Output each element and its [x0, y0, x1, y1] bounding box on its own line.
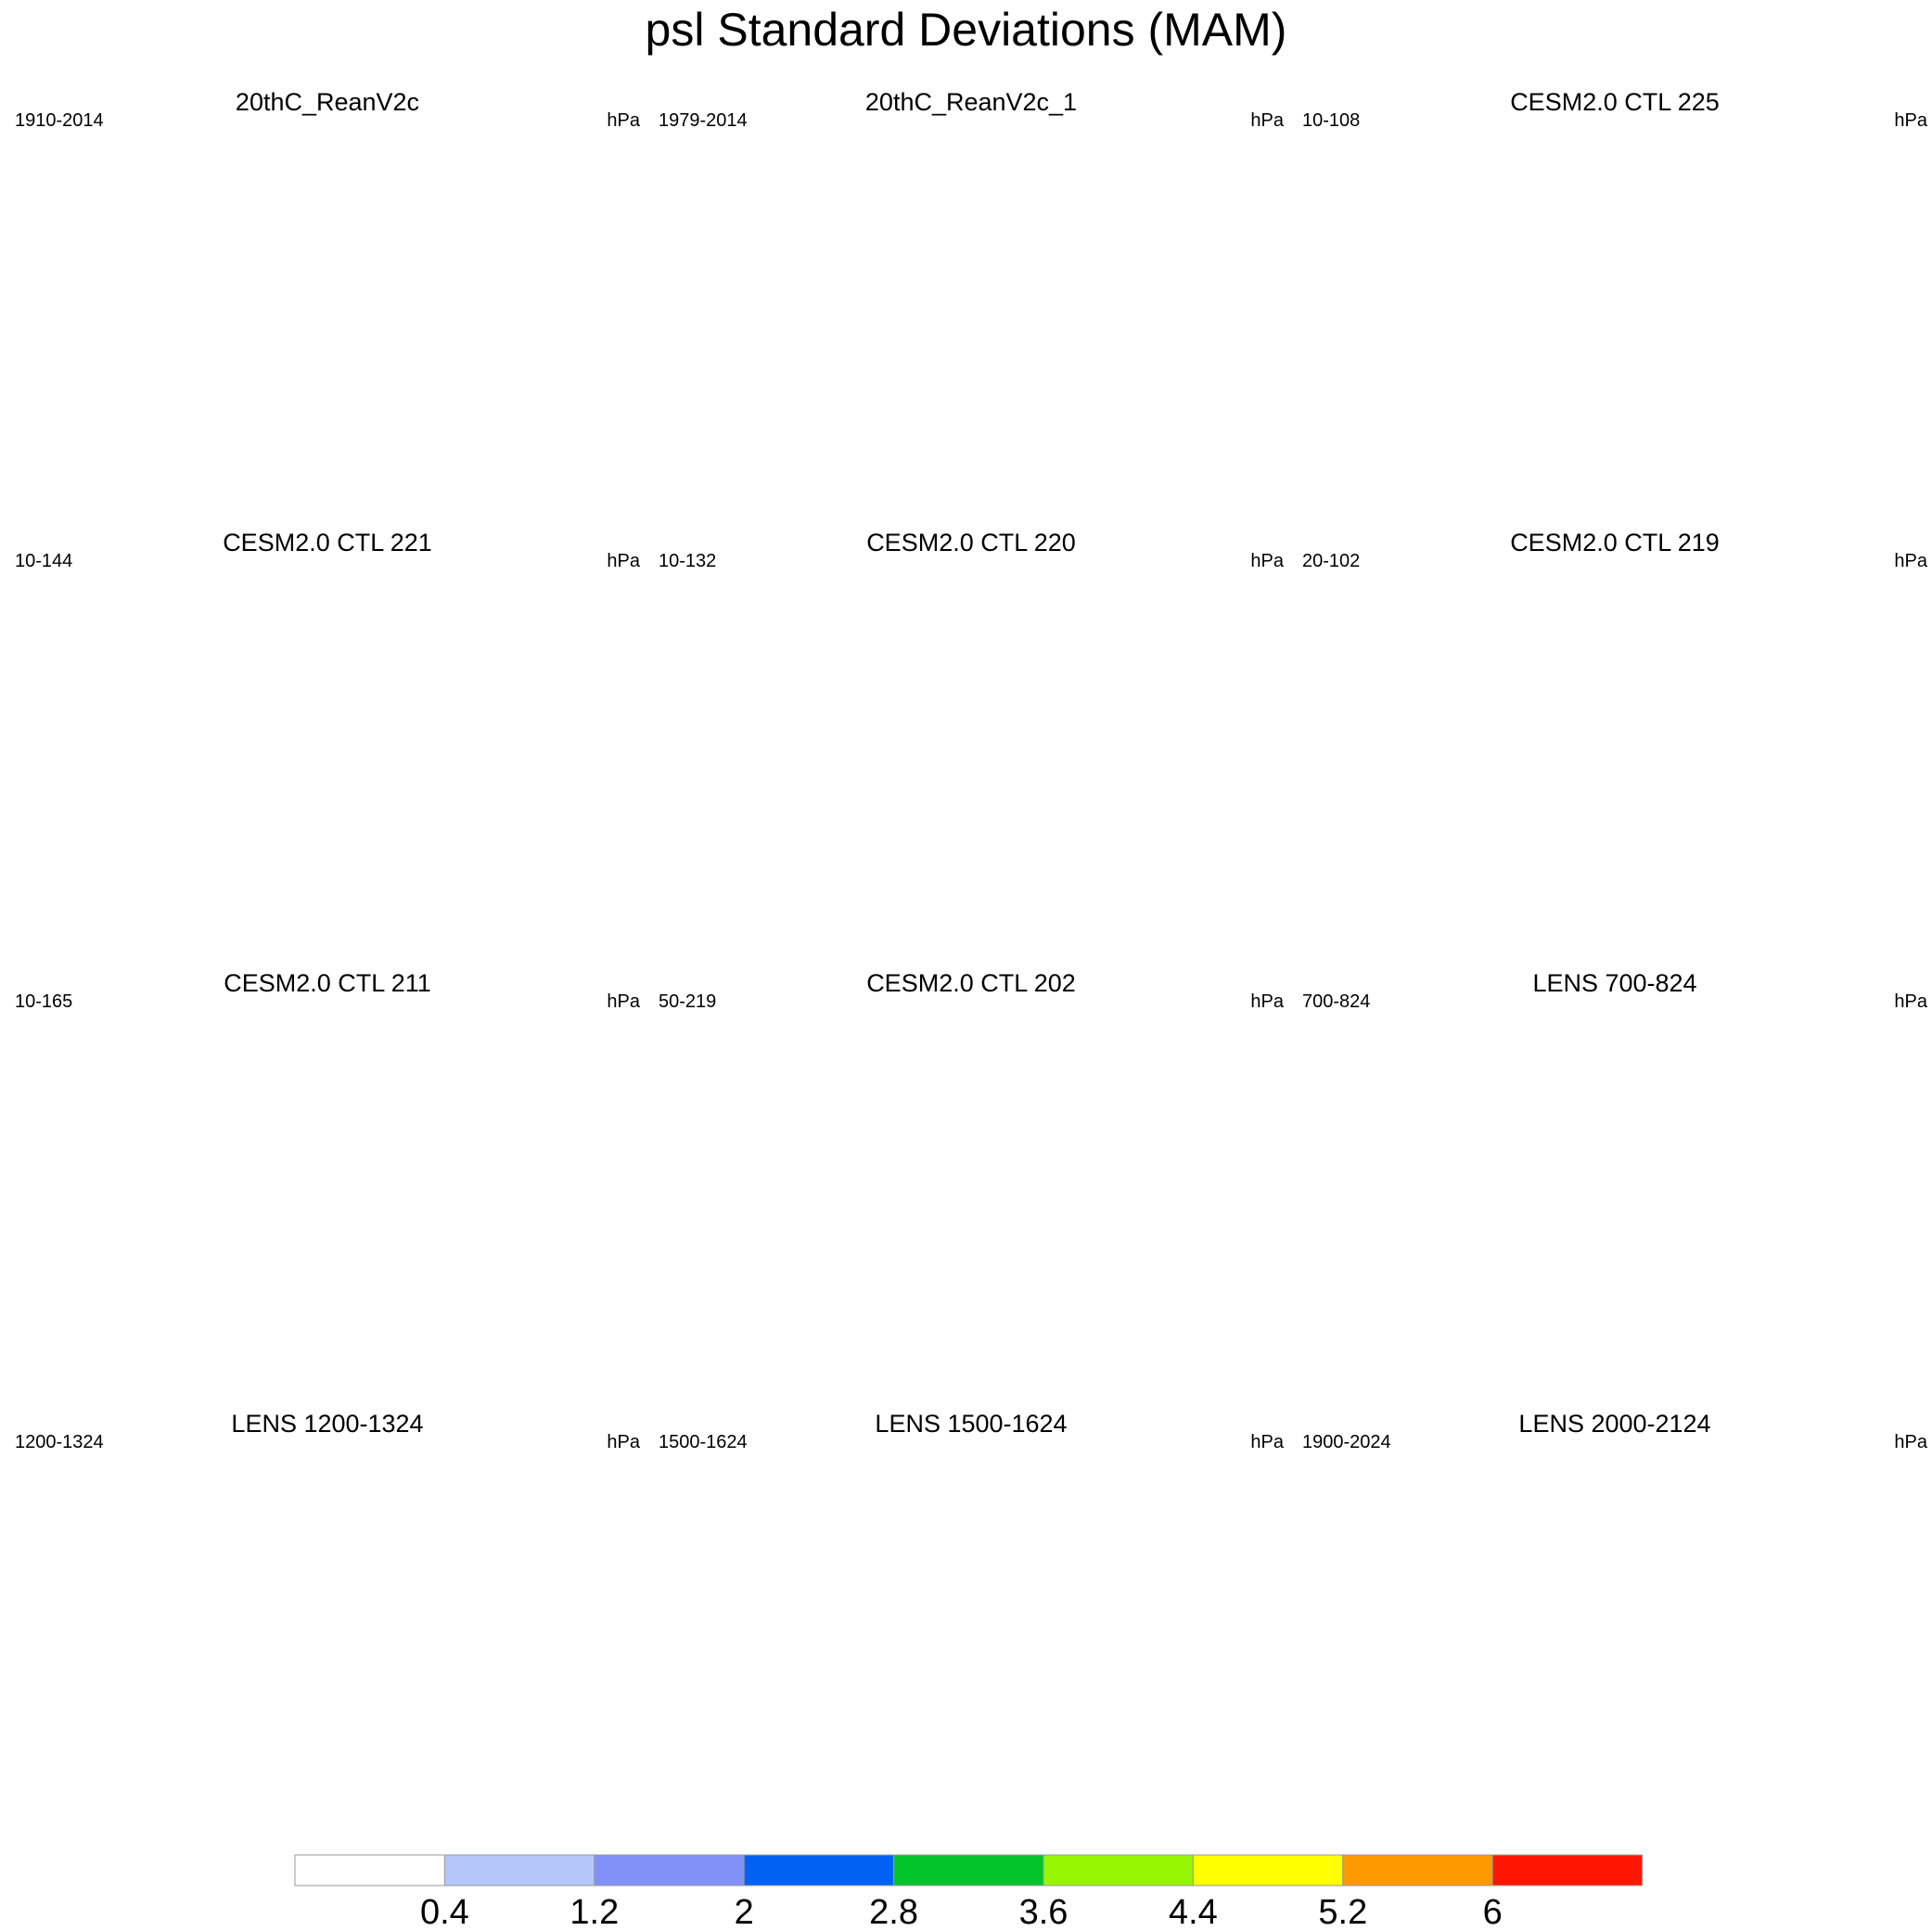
- panel-units: hPa: [607, 110, 640, 131]
- panel-units: hPa: [1250, 110, 1284, 131]
- panel-years: 10-108: [1302, 110, 1361, 131]
- panel-years: 1910-2014: [15, 110, 104, 131]
- colorbar-label: 2.8: [869, 1893, 918, 1931]
- colorbar-swatch: [594, 1854, 745, 1886]
- panel-units: hPa: [1894, 110, 1927, 131]
- map-panel: CESM2.0 CTL 220 10-132 hPa: [651, 529, 1291, 937]
- panel-title: LENS 1200-1324: [231, 1410, 424, 1438]
- panel-title: CESM2.0 CTL 219: [1510, 529, 1720, 556]
- colorbar-label: 3.6: [1019, 1893, 1068, 1931]
- panel-years: 1979-2014: [659, 110, 748, 131]
- panel-years: 1500-1624: [659, 1432, 748, 1452]
- colorbar-label: 4.4: [1169, 1893, 1218, 1931]
- panel-years: 10-165: [15, 991, 73, 1012]
- colorbar-label: 2: [735, 1893, 754, 1931]
- colorbar-label: 0.4: [420, 1893, 469, 1931]
- panel-years: 20-102: [1302, 551, 1361, 571]
- panel-title: LENS 700-824: [1532, 969, 1697, 997]
- colorbar-swatch: [743, 1854, 895, 1886]
- map-panel: CESM2.0 CTL 225 10-108 hPa: [1295, 88, 1932, 496]
- colorbar-label: 1.2: [569, 1893, 619, 1931]
- panel-units: hPa: [607, 551, 640, 571]
- panel-units: hPa: [1894, 1432, 1927, 1452]
- colorbar-label: 6: [1483, 1893, 1503, 1931]
- colorbar-swatch: [1342, 1854, 1493, 1886]
- map-panel: CESM2.0 CTL 219 20-102 hPa: [1295, 529, 1932, 937]
- map-panel: 20thC_ReanV2c 1910-2014 hPa: [7, 88, 647, 496]
- panel-units: hPa: [607, 1432, 640, 1452]
- panel-units: hPa: [1894, 551, 1927, 571]
- panel-title: 20thC_ReanV2c_1: [864, 88, 1078, 116]
- colorbar-swatch: [1043, 1854, 1194, 1886]
- colorbar-swatch: [294, 1854, 445, 1886]
- colorbar-label: 5.2: [1318, 1893, 1367, 1931]
- panel-units: hPa: [1894, 991, 1927, 1012]
- colorbar-swatch: [443, 1854, 595, 1886]
- panel-units: hPa: [1250, 1432, 1284, 1452]
- panel-title: CESM2.0 CTL 211: [224, 969, 431, 997]
- panel-title: 20thC_ReanV2c: [235, 88, 420, 116]
- colorbar-swatch: [1192, 1854, 1344, 1886]
- panel-title: LENS 2000-2124: [1518, 1410, 1711, 1438]
- map-panel: 20thC_ReanV2c_1 1979-2014 hPa: [651, 88, 1291, 496]
- panel-years: 10-132: [659, 551, 717, 571]
- map-panel: CESM2.0 CTL 202 50-219 hPa: [651, 969, 1291, 1377]
- map-panel: CESM2.0 CTL 221 10-144 hPa: [7, 529, 647, 937]
- colorbar-swatch: [893, 1854, 1044, 1886]
- panel-title: CESM2.0 CTL 225: [1510, 88, 1720, 116]
- main-title: psl Standard Deviations (MAM): [645, 4, 1287, 56]
- map-panel: LENS 2000-2124 1900-2024 hPa: [1295, 1410, 1932, 1818]
- panel-title: LENS 1500-1624: [875, 1410, 1068, 1438]
- panel-years: 10-144: [15, 551, 73, 571]
- map-panel: CESM2.0 CTL 211 10-165 hPa: [7, 969, 647, 1377]
- panel-units: hPa: [607, 991, 640, 1012]
- panel-years: 1900-2024: [1302, 1432, 1391, 1452]
- map-panel: LENS 1200-1324 1200-1324 hPa: [7, 1410, 647, 1818]
- map-panel: LENS 700-824 700-824 hPa: [1295, 969, 1932, 1377]
- colorbar-swatch: [1491, 1854, 1644, 1886]
- panel-units: hPa: [1250, 991, 1284, 1012]
- panel-title: CESM2.0 CTL 220: [866, 529, 1076, 556]
- panel-years: 700-824: [1302, 991, 1371, 1012]
- panel-title: CESM2.0 CTL 202: [866, 969, 1076, 997]
- map-panel: LENS 1500-1624 1500-1624 hPa: [651, 1410, 1291, 1818]
- panel-years: 50-219: [659, 991, 717, 1012]
- panel-title: CESM2.0 CTL 221: [223, 529, 432, 556]
- panel-units: hPa: [1250, 551, 1284, 571]
- panel-years: 1200-1324: [15, 1432, 104, 1452]
